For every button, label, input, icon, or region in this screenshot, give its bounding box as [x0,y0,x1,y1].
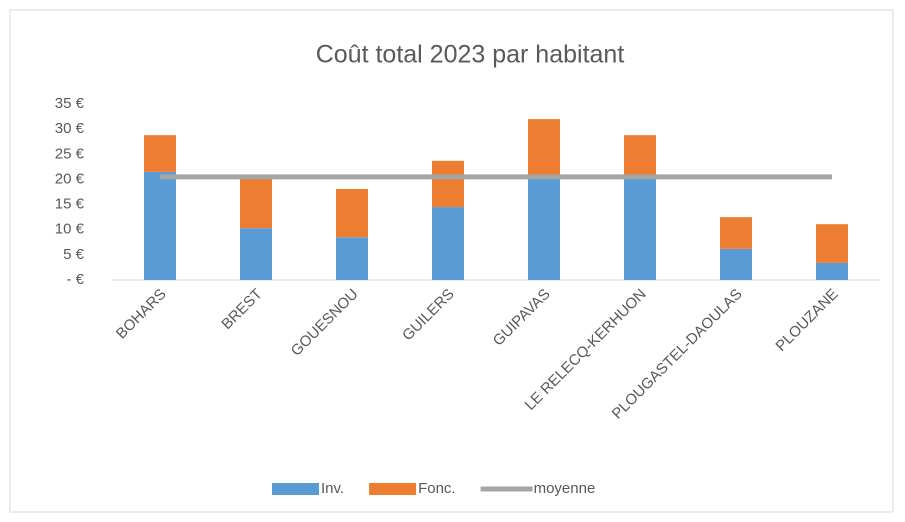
y-tick-label: 15 € [55,196,85,213]
bar-segment [720,248,752,280]
legend-label: Inv. [321,480,344,497]
y-tick-label: 5 € [63,246,85,263]
bar-segment [336,188,368,238]
bar-segment [144,135,176,172]
y-tick-label: - € [66,271,84,288]
y-tick-label: 25 € [55,145,85,162]
bar-segment [432,207,464,280]
bar-segment [432,160,464,208]
legend-swatch [272,483,319,495]
y-tick-label: 20 € [55,170,85,187]
bar-segment [528,177,560,280]
chart-title: Coût total 2023 par habitant [316,41,625,69]
bar-segment [240,178,272,229]
y-tick-label: 10 € [55,221,85,238]
bar-segment [816,224,848,263]
bar-segment [720,217,752,249]
y-tick-label: 30 € [55,120,85,137]
legend-label: Fonc. [418,480,456,497]
bar-segment [624,135,656,178]
bar-segment [624,177,656,280]
y-tick-label: 35 € [55,95,85,112]
legend-swatch [369,483,417,495]
bar-segment [816,262,848,280]
bar-segment [528,119,560,178]
bar-segment [240,228,272,280]
bar-segment [336,237,368,280]
legend-label: moyenne [534,480,596,497]
bar-segment [144,171,176,280]
